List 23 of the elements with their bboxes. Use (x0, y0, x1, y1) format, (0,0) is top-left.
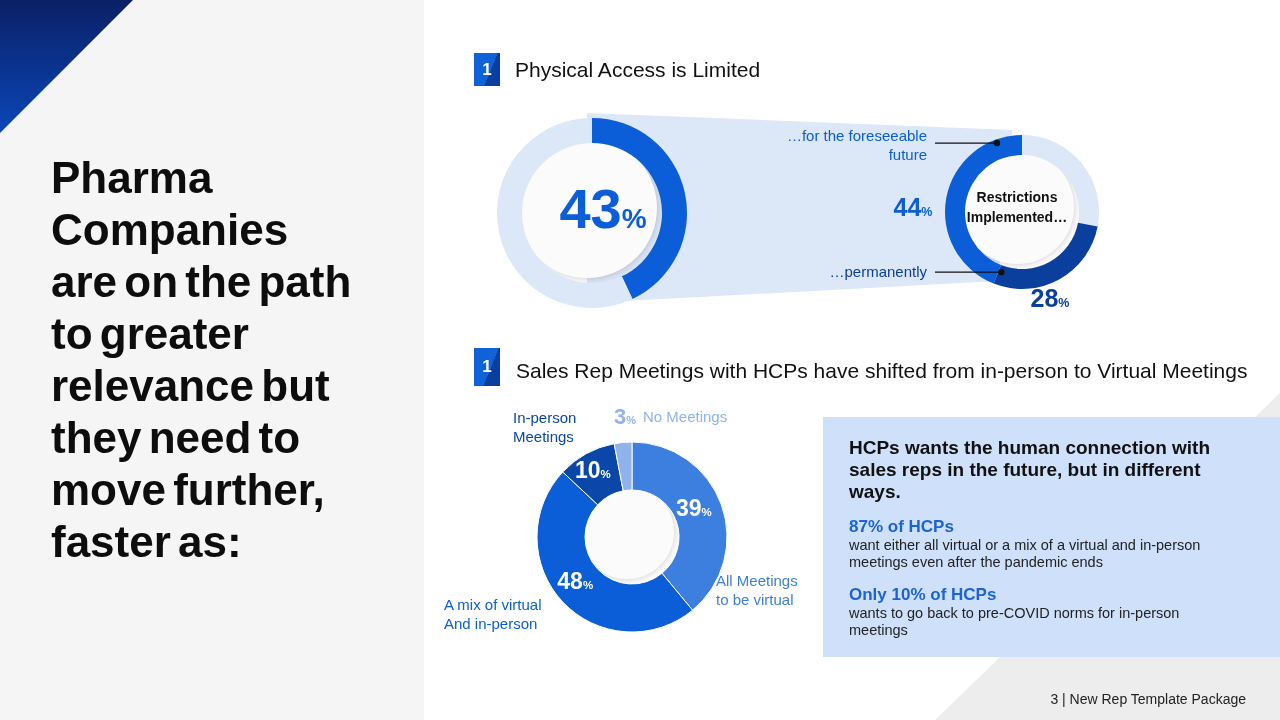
data-label: 10% (574, 457, 611, 484)
slice-label: No Meetings (643, 407, 729, 426)
chart-title: Physical Access is Limited (515, 58, 761, 82)
text: HCPs wants the human connection with sales reps in the future, but in different ways. (849, 437, 1212, 503)
text: 3 | New Rep Template Package (1050, 690, 1246, 708)
text: want either all virtual or a mix of a virtual and in-person meetings even after the pandemic ends (849, 537, 1202, 571)
data-label: 43% (559, 177, 647, 241)
slice-label: In-person Meetings (513, 408, 578, 446)
data-label: 3% (614, 403, 637, 429)
slice-label: A mix of virtual And in-person (444, 595, 543, 633)
text: wants to go back to pre-COVID norms for in-person meetings (849, 605, 1181, 639)
text: 87% of HCPs (849, 517, 955, 537)
text: Sales Rep Meetings with HCPs have shifted from in-person to Virtual Meetings (516, 359, 1248, 383)
data-label: 44% (893, 193, 933, 221)
data-label: 28% (1030, 284, 1070, 312)
slice-label: …permanently (828, 262, 927, 282)
text: Restrictions Implemented… (965, 188, 1069, 227)
text: Only 10% of HCPs (849, 585, 998, 605)
slice-label: …for the foreseeable future (785, 126, 927, 165)
slice-label: All Meetings to be virtual (716, 571, 799, 609)
data-label: 48% (557, 567, 594, 594)
text: Pharma Companies are on the path to greater relevance but they need to move further, faster as: (51, 152, 353, 568)
data-label: 39% (675, 495, 712, 522)
